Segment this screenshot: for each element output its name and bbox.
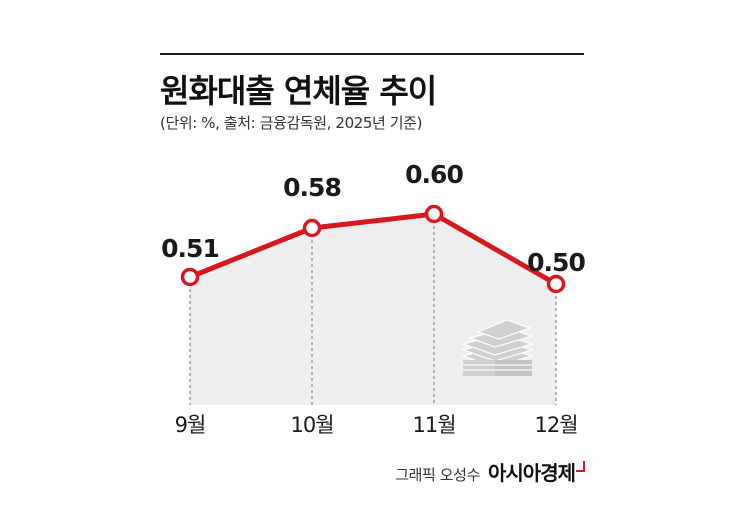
data-point (302, 218, 322, 238)
x-tick-label: 9월 (175, 413, 206, 437)
top-rule (160, 53, 584, 55)
data-label: 0.51 (161, 234, 219, 263)
data-label: 0.60 (405, 160, 463, 189)
footer: 그래픽 오성수 아시아경제 (395, 457, 585, 486)
data-point (424, 204, 444, 224)
chart-subtitle: (단위: %, 출처: 금융감독원, 2025년 기준) (160, 114, 423, 132)
money-stack-icon (460, 319, 535, 376)
brand-mark-icon (576, 461, 585, 472)
data-point (546, 274, 566, 294)
data-point (180, 267, 200, 287)
area-fill (190, 214, 556, 405)
data-labels: 0.51 0.58 0.60 0.50 (161, 160, 586, 277)
chart-title: 원화대출 연체율 추이 (160, 72, 437, 110)
data-points (180, 204, 566, 294)
series-line (187, 211, 559, 287)
brand-logo: 아시아경제 (488, 457, 585, 486)
brand-name: 아시아경제 (488, 461, 576, 485)
x-tick-label: 12월 (534, 413, 577, 437)
data-label: 0.50 (527, 248, 585, 277)
graphic-credit: 그래픽 오성수 (395, 466, 480, 484)
data-label: 0.58 (283, 173, 341, 202)
x-tick-label: 11월 (412, 413, 455, 437)
guide-lines (189, 214, 557, 405)
x-tick-labels: 9월 10월 11월 12월 (175, 413, 579, 437)
x-tick-label: 10월 (290, 413, 333, 437)
